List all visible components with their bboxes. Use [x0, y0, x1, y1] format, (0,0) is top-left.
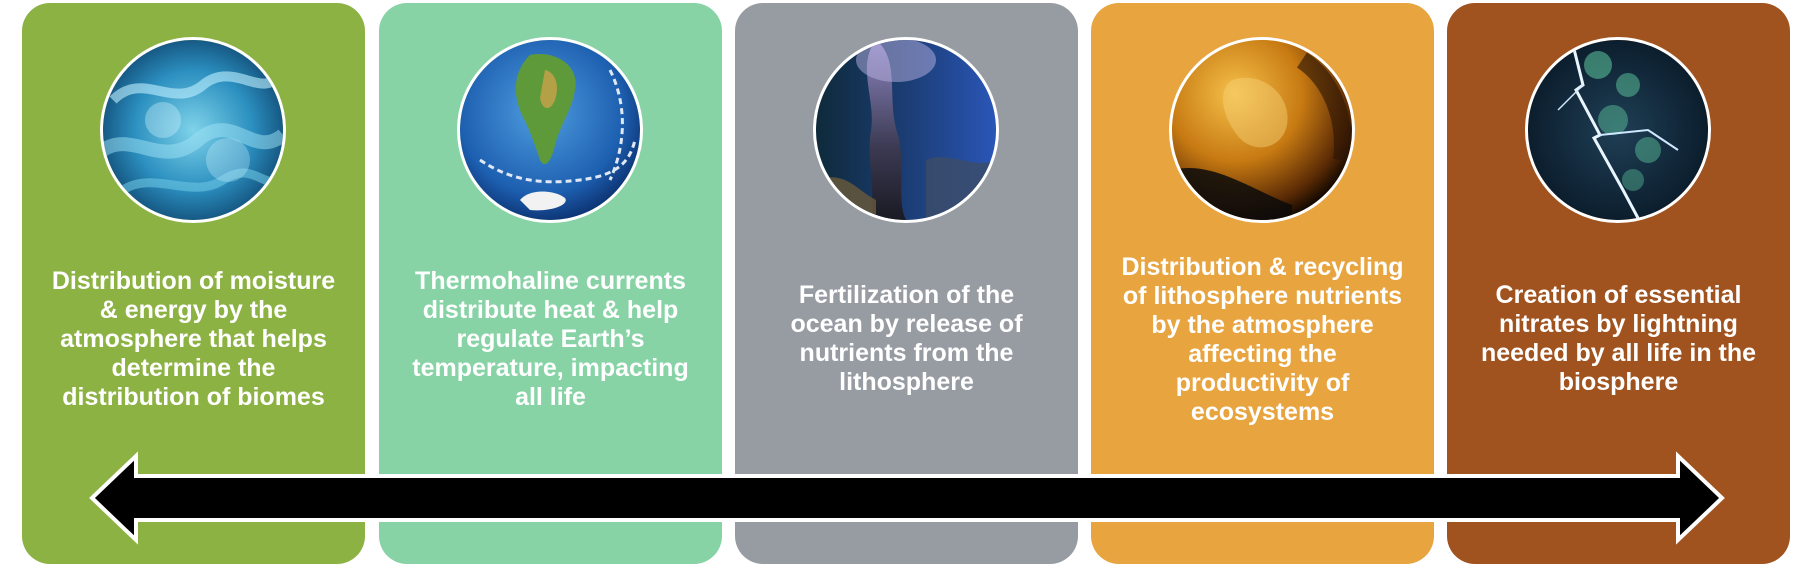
panel-text: Distribution of moisture & energy by the… [51, 267, 336, 411]
dust-storm-image [1169, 37, 1355, 223]
panel-text: Creation of essential nitrates by lightn… [1480, 281, 1757, 396]
panel-lightning-nitrates: Creation of essential nitrates by lightn… [1447, 3, 1790, 564]
lightning-image [1525, 37, 1711, 223]
panel-atmosphere-moisture: Distribution of moisture & energy by the… [22, 3, 365, 564]
panel-text: Thermohaline currents distribute heat & … [412, 267, 689, 411]
panel-nutrient-recycling: Distribution & recycling of lithosphere … [1091, 3, 1434, 564]
panel-text: Distribution & recycling of lithosphere … [1121, 253, 1404, 426]
atmosphere-clouds-image [100, 37, 286, 223]
hydrothermal-vent-image [813, 37, 999, 223]
panel-thermohaline-currents: Thermohaline currents distribute heat & … [379, 3, 722, 564]
globe-ocean-currents-image [457, 37, 643, 223]
panel-ocean-fertilization: Fertilization of the ocean by release of… [735, 3, 1078, 564]
panel-text: Fertilization of the ocean by release of… [790, 281, 1023, 396]
